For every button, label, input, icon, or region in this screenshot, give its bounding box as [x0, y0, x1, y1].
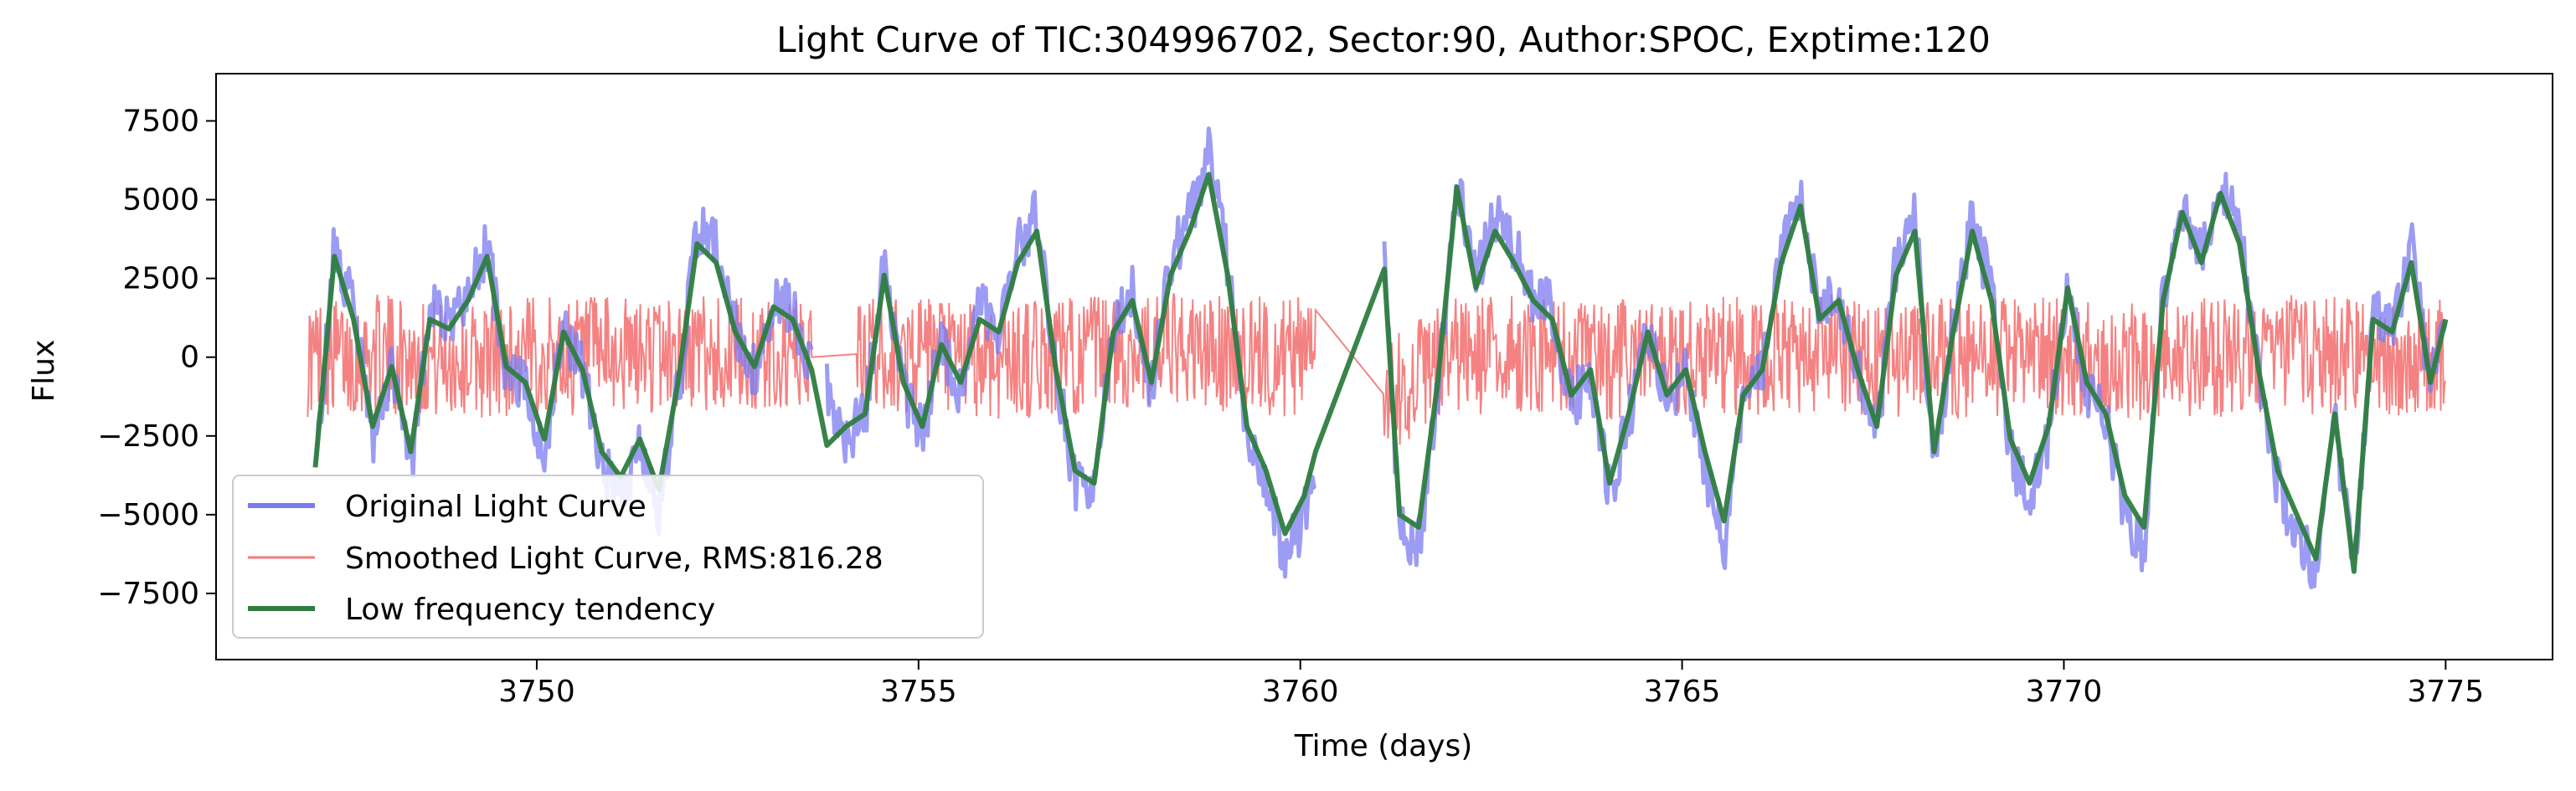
y-tick-label: −2500 [97, 419, 199, 454]
x-tick-label: 3775 [2408, 675, 2485, 709]
ticks-layer: 3750 3755 3760 3765 3770 3775 −7500 −5000 −2500 0… [97, 104, 2484, 709]
x-tick-label: 3750 [498, 675, 575, 709]
y-tick-label: 2500 [122, 262, 199, 296]
y-tick-label: −5000 [97, 498, 199, 532]
x-tick-label: 3770 [2026, 675, 2103, 709]
y-tick-label: 7500 [122, 104, 199, 138]
y-axis-label: Flux [27, 340, 61, 403]
series-layer [307, 126, 2449, 590]
x-tick-label: 3765 [1644, 675, 1721, 709]
legend-box [232, 475, 984, 639]
series-original-line [1382, 172, 2448, 590]
legend: Original Light Curve Smoothed Light Curv… [232, 475, 984, 639]
x-axis-label: Time (days) [1294, 729, 1473, 763]
y-tick-label: 0 [180, 341, 199, 375]
series-low-frequency-line [312, 172, 2449, 574]
x-tick-label: 3760 [1262, 675, 1339, 709]
legend-label-smoothed: Smoothed Light Curve, RMS:816.28 [345, 542, 884, 576]
legend-label-original: Original Light Curve [345, 490, 647, 524]
x-tick-label: 3755 [880, 675, 957, 709]
chart-title: Light Curve of TIC:304996702, Sector:90,… [776, 19, 1991, 60]
y-tick-label: −7500 [97, 577, 199, 611]
y-tick-label: 5000 [122, 183, 199, 218]
plot-frame [215, 73, 2553, 660]
legend-label-low-frequency: Low frequency tendency [345, 593, 715, 627]
